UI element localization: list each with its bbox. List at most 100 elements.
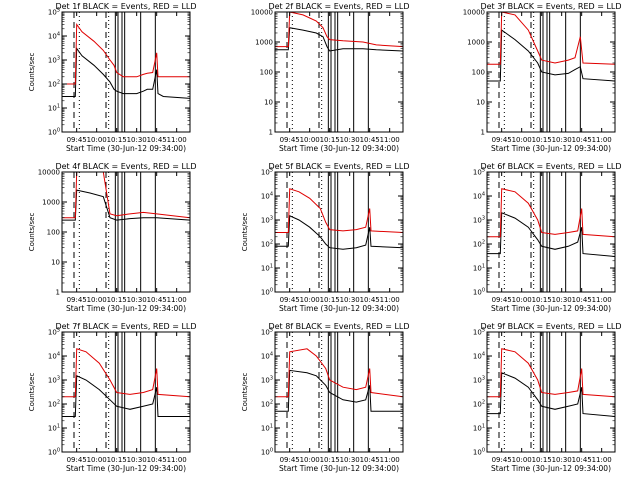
x-tick-label: 10:00 (87, 456, 107, 464)
y-tick-label: 101 (261, 264, 273, 273)
y-tick-label: 10 (51, 259, 60, 267)
panel-4: Det 4f BLACK = Events, RED = LLD Start Ti… (28, 162, 197, 313)
x-axis-label: Start Time (30-Jun-12 09:34:00) (491, 144, 611, 153)
y-tick-label: 104 (261, 192, 273, 201)
x-tick-label: 10:00 (512, 456, 532, 464)
x-axis-label: Start Time (30-Jun-12 09:34:00) (279, 464, 399, 473)
y-tick-label: 103 (48, 376, 60, 385)
y-tick-label: 1 (56, 289, 60, 297)
x-tick-label: 09:45 (67, 456, 87, 464)
y-tick-label: 103 (48, 56, 60, 65)
y-tick-label: 10 (476, 99, 485, 107)
x-tick-label: 09:45 (280, 296, 300, 304)
x-tick-label: 10:30 (340, 296, 360, 304)
x-tick-label: 10:15 (532, 296, 552, 304)
series-events-line (62, 375, 190, 417)
y-tick-label: 101 (48, 424, 60, 433)
x-tick-label: 11:00 (167, 296, 187, 304)
panel-3: Det 3f BLACK = Events, RED = LLD Start Ti… (463, 2, 622, 153)
y-tick-label: 103 (261, 376, 273, 385)
y-tick-label: 1 (269, 129, 273, 137)
x-tick-label: 10:45 (572, 296, 592, 304)
y-tick-label: 104 (261, 352, 273, 361)
plot-frame (61, 171, 191, 293)
y-tick-label: 1000 (255, 39, 273, 47)
panel-7: Det 7f BLACK = Events, RED = LLD Start Ti… (28, 322, 197, 473)
y-tick-label: 105 (261, 328, 273, 337)
x-tick-label: 10:30 (127, 136, 147, 144)
x-tick-label: 10:45 (147, 456, 167, 464)
x-tick-label: 11:00 (592, 136, 612, 144)
x-axis-label: Start Time (30-Jun-12 09:34:00) (66, 144, 186, 153)
x-tick-label: 10:45 (572, 456, 592, 464)
series-lld-line (487, 348, 616, 398)
x-tick-label: 09:45 (492, 296, 512, 304)
y-tick-label: 102 (261, 240, 273, 249)
y-tick-label: 102 (473, 240, 485, 249)
y-tick-label: 10000 (463, 9, 485, 17)
plot-frame (486, 171, 616, 293)
panel-title: Det 4f BLACK = Events, RED = LLD (55, 162, 196, 171)
y-tick-label: 101 (48, 104, 60, 113)
x-tick-label: 11:00 (167, 456, 187, 464)
x-tick-label: 10:30 (552, 296, 572, 304)
x-axis-label: Start Time (30-Jun-12 09:34:00) (279, 304, 399, 313)
panel-title: Det 3f BLACK = Events, RED = LLD (480, 2, 621, 11)
x-axis-label: Start Time (30-Jun-12 09:34:00) (66, 304, 186, 313)
y-tick-label: 100 (48, 448, 60, 457)
y-tick-label: 100 (260, 69, 273, 77)
x-tick-label: 09:45 (67, 296, 87, 304)
y-tick-label: 104 (48, 32, 60, 41)
x-tick-label: 10:30 (127, 456, 147, 464)
x-tick-label: 09:45 (492, 136, 512, 144)
x-tick-label: 10:30 (552, 136, 572, 144)
panel-9: Det 9f BLACK = Events, RED = LLD Start Ti… (473, 322, 622, 473)
panel-title: Det 5f BLACK = Events, RED = LLD (268, 162, 409, 171)
panel-6: Det 6f BLACK = Events, RED = LLD Start Ti… (473, 162, 622, 313)
x-tick-label: 10:45 (572, 136, 592, 144)
y-axis-label: Counts/sec (28, 213, 36, 252)
series-lld-line (275, 11, 404, 48)
x-tick-label: 11:00 (380, 456, 400, 464)
x-tick-label: 10:00 (300, 456, 320, 464)
y-tick-label: 100 (261, 288, 273, 297)
x-tick-label: 10:15 (107, 136, 127, 144)
x-tick-label: 09:45 (67, 136, 87, 144)
y-tick-label: 1 (481, 129, 485, 137)
panel-title: Det 7f BLACK = Events, RED = LLD (55, 322, 196, 331)
y-tick-label: 1000 (467, 39, 485, 47)
x-tick-label: 10:15 (320, 136, 340, 144)
panel-8: Det 8f BLACK = Events, RED = LLD Start Ti… (241, 322, 410, 473)
x-tick-label: 10:15 (532, 456, 552, 464)
y-tick-label: 104 (473, 352, 485, 361)
x-tick-label: 10:00 (87, 296, 107, 304)
x-tick-label: 11:00 (167, 136, 187, 144)
series-events-line (275, 215, 404, 250)
panel-5: Det 5f BLACK = Events, RED = LLD Start Ti… (241, 162, 410, 313)
y-tick-label: 105 (48, 8, 60, 17)
series-events-line (62, 47, 191, 99)
x-tick-label: 11:00 (380, 296, 400, 304)
y-tick-label: 100 (261, 448, 273, 457)
x-tick-label: 11:00 (380, 136, 400, 144)
y-tick-label: 103 (473, 376, 485, 385)
x-tick-label: 10:45 (360, 456, 380, 464)
y-tick-label: 100 (473, 448, 485, 457)
panel-title: Det 2f BLACK = Events, RED = LLD (268, 2, 409, 11)
y-tick-label: 10000 (251, 9, 273, 17)
series-lld-line (487, 11, 616, 65)
plot-frame (486, 331, 616, 453)
series-events-line (487, 372, 616, 417)
y-tick-label: 104 (48, 352, 60, 361)
y-tick-label: 102 (261, 400, 273, 409)
x-tick-label: 10:45 (360, 136, 380, 144)
y-tick-label: 103 (473, 216, 485, 225)
series-events-line (275, 369, 403, 412)
x-axis-label: Start Time (30-Jun-12 09:34:00) (66, 464, 186, 473)
series-lld-line (275, 188, 404, 233)
panel-title: Det 1f BLACK = Events, RED = LLD (55, 2, 196, 11)
series-lld-line (62, 23, 190, 85)
x-tick-label: 11:00 (592, 456, 612, 464)
series-lld-line (62, 348, 191, 398)
x-tick-label: 10:30 (552, 456, 572, 464)
